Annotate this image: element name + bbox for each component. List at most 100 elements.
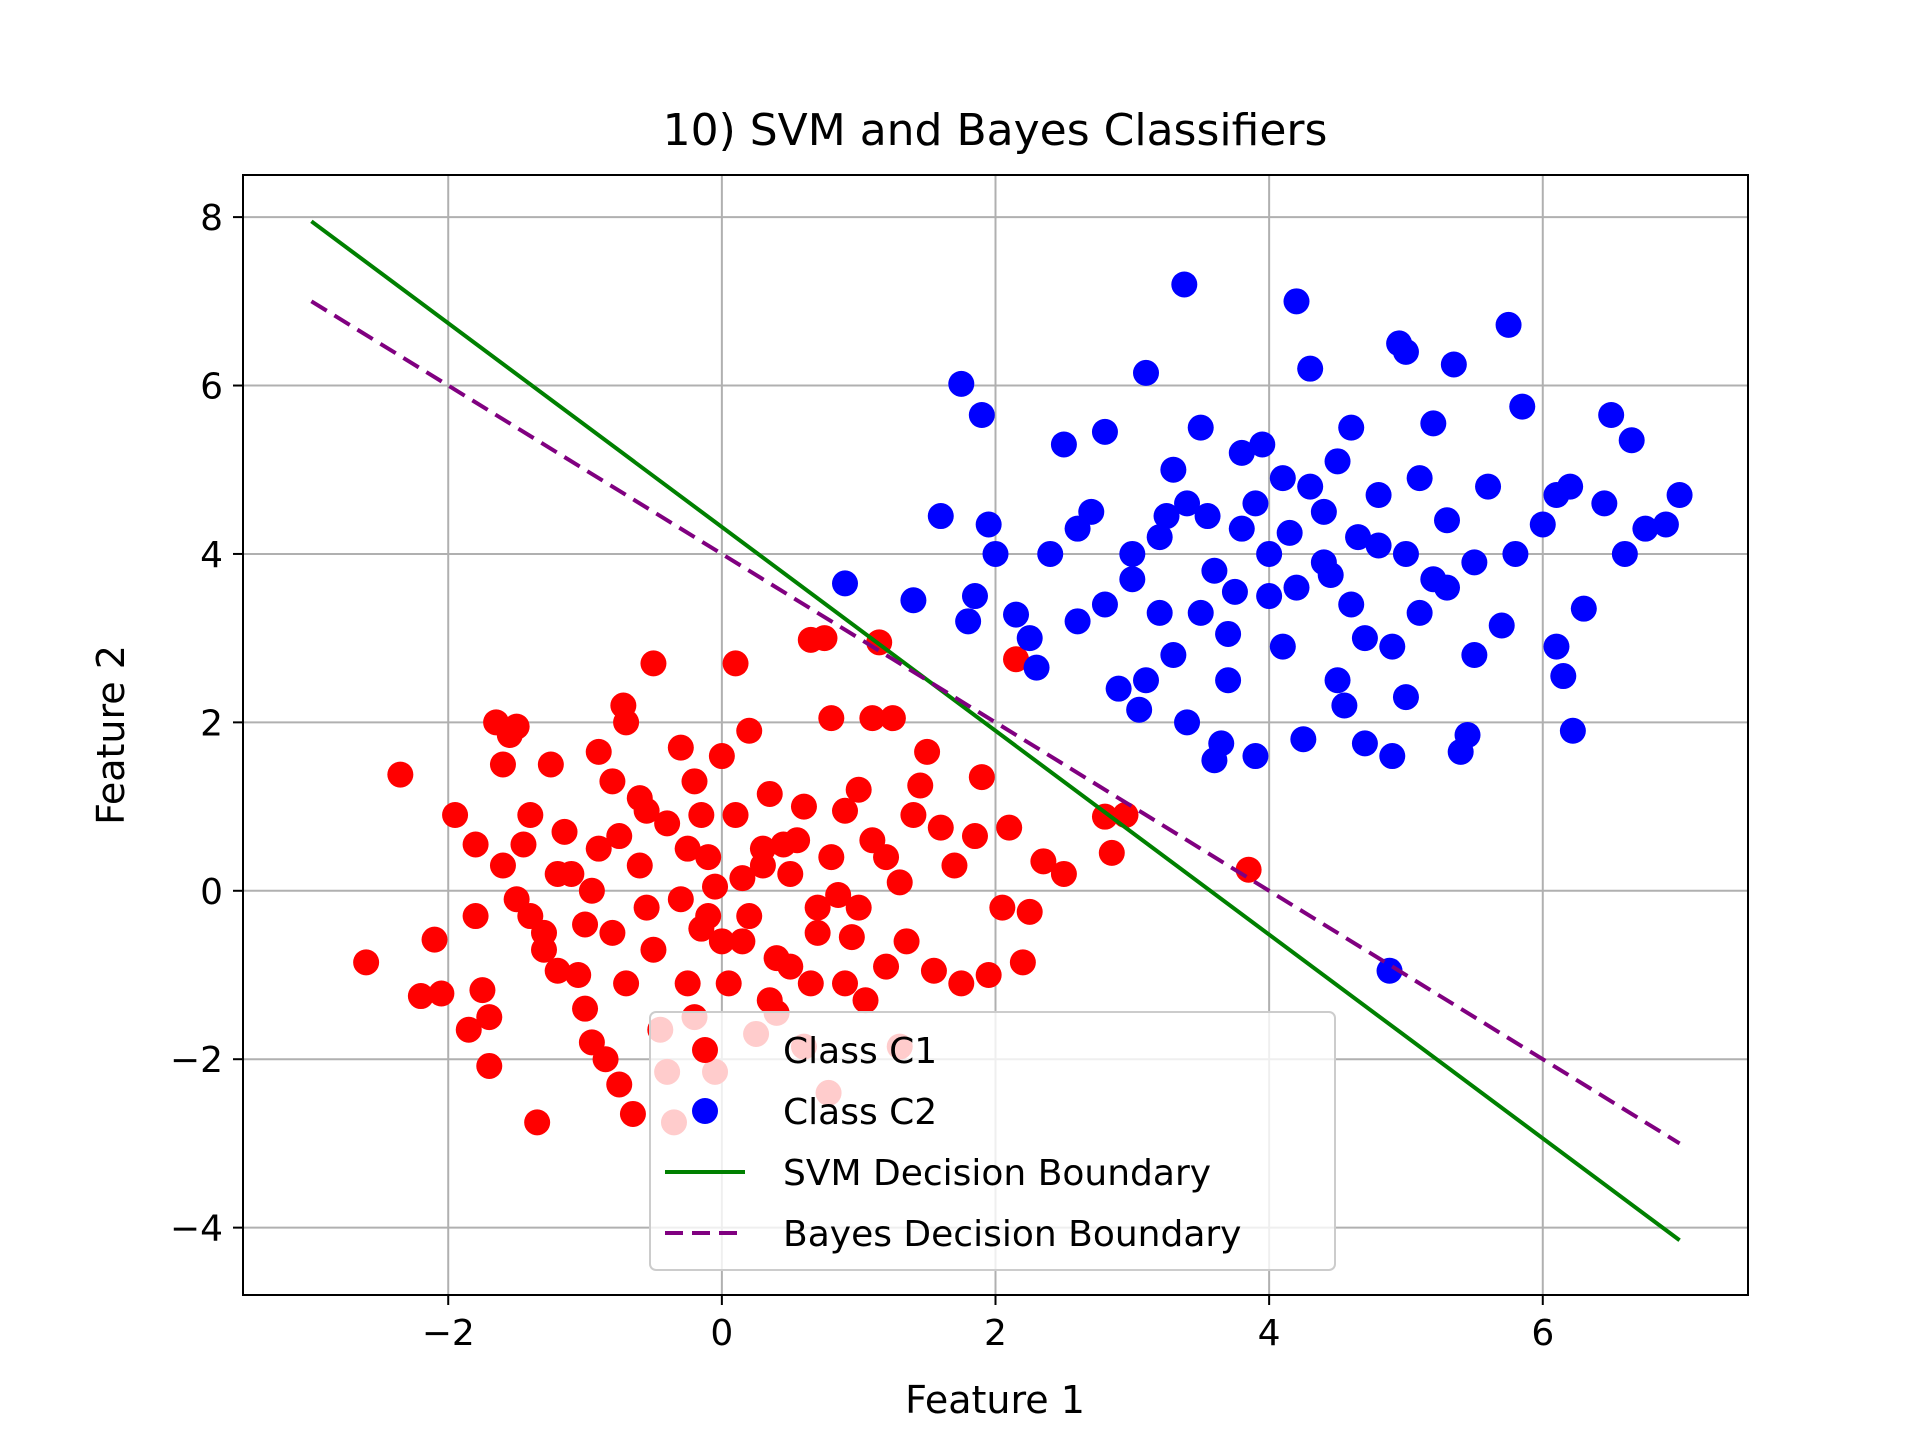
y-axis-label: Feature 2	[89, 645, 133, 825]
class-c1-point	[681, 768, 708, 795]
class-c2-point	[1283, 288, 1310, 315]
class-c1-point	[462, 831, 489, 858]
class-c2-point	[1091, 591, 1118, 618]
class-c1-point	[489, 751, 516, 778]
axis-ticks: −2 0 2 4 6 −4 −2 0 2 4 6 8	[170, 198, 1554, 1354]
class-c1-point	[476, 1052, 503, 1079]
class-c2-point	[1543, 633, 1570, 660]
class-c1-point	[428, 980, 455, 1007]
class-c2-point	[1598, 402, 1625, 428]
class-c2-point	[1529, 511, 1556, 538]
class-c2-point	[982, 540, 1009, 567]
class-c2-point	[1379, 743, 1406, 770]
class-c2-point	[1652, 511, 1679, 538]
class-c1-point	[606, 823, 633, 850]
class-c1-point	[489, 852, 516, 879]
class-c1-point	[455, 1016, 482, 1043]
class-c2-point	[1338, 591, 1365, 618]
class-c2-point	[1345, 524, 1372, 551]
y-tick-label: 0	[200, 872, 223, 913]
class-c1-point	[859, 827, 886, 854]
class-c1-point	[654, 810, 681, 837]
class-c2-point	[1228, 515, 1255, 542]
class-c2-point	[1392, 540, 1419, 567]
class-c1-point	[619, 1100, 646, 1127]
class-c1-point	[667, 734, 694, 761]
class-c2-point	[1208, 730, 1235, 757]
class-c2-point	[1324, 667, 1351, 694]
class-c2-point	[1160, 642, 1187, 668]
class-c1-point	[1003, 646, 1030, 673]
class-c2-point	[1310, 498, 1337, 525]
legend: Class C1 Class C2 SVM Decision Boundary Bay…	[649, 1011, 1336, 1271]
class-c2-point	[1215, 667, 1242, 694]
class-c1-point	[585, 738, 612, 765]
class-c2-point	[1557, 473, 1584, 500]
class-c1-point	[1098, 839, 1125, 866]
class-c2-point	[1488, 612, 1515, 639]
class-c1-point	[462, 903, 489, 930]
y-tick-label: 6	[200, 367, 223, 408]
class-c2-point	[1003, 601, 1030, 628]
class-c2-point	[1461, 642, 1488, 668]
class-c2-point	[1187, 414, 1214, 441]
class-c2-point	[1611, 540, 1638, 567]
class-c2-point	[1269, 633, 1296, 660]
class-c2-point	[1016, 625, 1043, 652]
class-c1-point	[503, 886, 530, 913]
class-c1-point	[695, 844, 722, 871]
class-c1-point	[832, 970, 858, 997]
class-c2-point	[1256, 583, 1283, 610]
class-c1-point	[565, 962, 592, 988]
class-c1-point	[914, 738, 941, 765]
class-c1-point	[763, 945, 790, 972]
class-c1-point	[736, 717, 763, 744]
class-c2-point	[1119, 566, 1146, 593]
class-c1-point	[708, 928, 735, 955]
class-c2-point	[1440, 351, 1467, 378]
class-c1-point	[626, 852, 653, 879]
class-c2-point	[1283, 574, 1310, 601]
class-c1-point	[1030, 848, 1057, 875]
class-c1-point	[838, 924, 865, 951]
class-c1-point	[961, 823, 988, 850]
class-c2-point	[1037, 540, 1064, 567]
class-c2-point	[1454, 722, 1481, 748]
class-c2-point	[1632, 515, 1659, 542]
class-c2-point	[1242, 490, 1269, 517]
class-c2-point	[1215, 620, 1242, 647]
class-c2-point	[1290, 726, 1317, 753]
class-c1-point	[825, 882, 852, 908]
class-c1-point	[640, 650, 667, 677]
class-c2-point	[968, 402, 995, 428]
class-c2-point	[1495, 311, 1522, 338]
class-c1-point	[1050, 860, 1077, 887]
class-c1-point	[572, 911, 599, 938]
class-c1-point	[688, 802, 715, 828]
class-c1-point	[715, 970, 742, 997]
y-tick-label: −2	[170, 1040, 223, 1081]
class-c2-point	[1666, 482, 1693, 508]
class-c1-point	[510, 831, 537, 858]
class-c1-point	[818, 844, 845, 871]
class-c1-point	[749, 835, 776, 862]
legend-label: Class C2	[783, 1092, 937, 1133]
class-c2-point	[1434, 507, 1460, 534]
class-c2-point	[1187, 599, 1214, 626]
class-c2-point	[1133, 667, 1159, 694]
bayes-boundary-line	[310, 299, 1681, 1146]
class-c2-point	[1502, 540, 1529, 567]
legend-marker-class-c2	[692, 1098, 718, 1124]
class-c1-point	[524, 1109, 551, 1136]
class-c1-point	[920, 957, 947, 984]
class-c1-point	[811, 625, 838, 652]
class-c2-point	[1392, 684, 1419, 711]
class-c2-point	[1064, 515, 1091, 542]
class-c1-point	[613, 709, 640, 736]
class-c1-point	[729, 928, 756, 955]
chart-title: 10) SVM and Bayes Classifiers	[663, 105, 1328, 156]
x-tick-label: 2	[984, 1313, 1007, 1354]
class-c2-point	[1351, 730, 1378, 757]
class-c2-point	[1379, 633, 1406, 660]
class-c1-point	[845, 776, 872, 803]
